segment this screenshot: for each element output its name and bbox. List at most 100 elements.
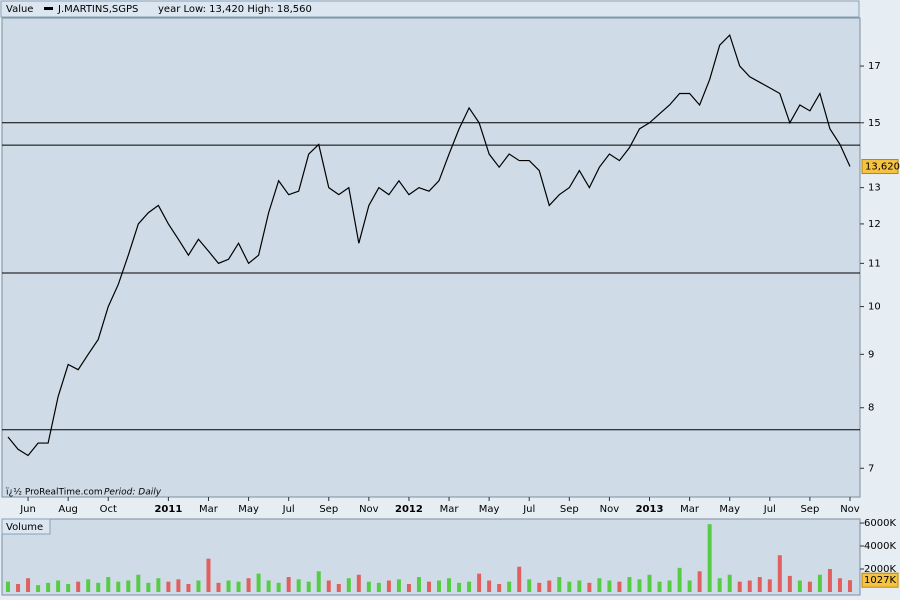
volume-bar [56,580,61,592]
x-tick-label: Aug [58,504,78,515]
volume-bar [276,582,281,592]
volume-bar [527,579,532,592]
y-tick-label: 7 [868,463,874,474]
y-tick-label: 17 [868,61,881,72]
x-tick-label: 2013 [636,504,664,515]
volume-bar [567,581,572,592]
x-tick-label: Oct [100,504,117,515]
volume-bar [366,581,371,592]
x-tick-label: Mar [680,504,700,515]
volume-bar [447,578,452,592]
volume-bar [176,579,181,592]
y-tick-label: 10 [868,302,881,313]
y-tick-label: 12 [868,219,881,230]
volume-bar [817,574,822,592]
volume-bar [426,581,431,592]
volume-bar [767,579,772,592]
volume-bar [296,579,301,592]
volume-bar [336,583,341,592]
volume-bar [36,585,41,592]
volume-bar [256,573,261,592]
volume-bar [847,580,852,592]
x-tick-label: Nov [840,504,860,515]
volume-bar [306,581,311,592]
volume-bar [607,580,612,592]
volume-bar [46,582,51,592]
volume-bar [356,574,361,592]
volume-bar [246,578,251,592]
volume-bar [26,578,31,592]
y-tick-label: 6000K [864,518,896,529]
last-volume-box [861,572,899,588]
last-price-label: 13,620 [865,162,900,173]
price-panel [1,17,861,498]
volume-bar [777,555,782,592]
volume-bar [206,558,211,592]
volume-bar [166,581,171,592]
x-tick-label: Mar [440,504,460,515]
last-volume-label: 1027K [864,575,896,586]
volume-bar [587,582,592,592]
volume-bar [757,577,762,592]
volume-bar [156,578,161,592]
volume-bar [326,580,331,592]
volume-bar [537,582,542,592]
volume-bar [747,580,752,592]
y-tick-label: 15 [868,118,881,129]
price-line [7,33,851,457]
volume-bar [617,581,622,592]
volume-bar [657,581,662,592]
x-tick-label: 2011 [154,504,182,515]
header: Value [6,4,33,15]
x-tick-label: May [479,504,500,515]
volume-bar [226,580,231,592]
volume-bar [787,575,792,592]
period: Period: Daily [104,488,162,498]
x-tick-label: Mar [199,504,219,515]
volume-bar [727,574,732,592]
x-tick-label: Sep [319,504,338,515]
y-tick-label: 4000K [864,541,896,552]
y-tick-label: 2000K [864,564,896,575]
volume-bar [457,582,462,592]
volume-bar [86,579,91,592]
volume-bar [376,582,381,592]
volume-bar [196,580,201,592]
volume-bar [416,577,421,592]
volume-bar [76,581,81,592]
volume-bar [557,577,562,592]
volume-bar [346,578,351,592]
volume-bar [16,583,21,592]
volume-bar [236,581,241,592]
x-tick-label: Sep [800,504,819,515]
x-tick-label: Nov [600,504,620,515]
volume-bar [827,569,832,592]
volume-label-box [1,518,51,535]
x-tick-label: May [238,504,259,515]
last-price-box [861,159,899,175]
x-tick-label: Jul [282,504,295,515]
y-tick-label: 13 [868,183,881,194]
volume-bar [487,580,492,592]
volume-bar [467,581,472,592]
volume-bar [66,583,71,592]
volume-bar [577,580,582,592]
volume-bar [406,583,411,592]
volume-bar [637,579,642,592]
x-tick-label: Jul [522,504,535,515]
info: year Low: 13,420 High: 18,560 [158,4,312,15]
volume-bar [677,567,682,592]
volume-bar [146,582,151,592]
volume-bar [106,577,111,592]
legend-swatch [44,7,53,10]
volume-bar [266,580,271,592]
volume-bar [797,580,802,592]
legend: J.MARTINS,SGPS [57,4,138,15]
volume-bar [437,580,442,592]
volume-bar [547,580,552,592]
volume-bar [717,578,722,592]
volume-bar [627,577,632,592]
x-tick-label: Nov [359,504,379,515]
x-tick-label: Jul [763,504,776,515]
